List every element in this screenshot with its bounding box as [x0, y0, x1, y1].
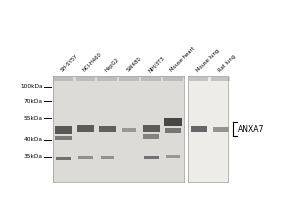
Text: NIH/3T3: NIH/3T3 [148, 55, 166, 73]
Bar [141, 77, 161, 81]
Bar [213, 127, 229, 132]
Bar [190, 126, 207, 132]
Bar [99, 126, 116, 132]
Text: 55kDa: 55kDa [24, 116, 43, 121]
Bar [143, 125, 160, 132]
Bar [52, 76, 184, 182]
Text: Mouse lung: Mouse lung [195, 48, 220, 73]
Bar [119, 77, 139, 81]
Bar [54, 77, 73, 81]
Text: Rat lung: Rat lung [217, 54, 236, 73]
Bar [211, 77, 230, 81]
Text: 100kDa: 100kDa [20, 84, 43, 89]
Text: 70kDa: 70kDa [24, 99, 43, 104]
Text: HepG2: HepG2 [104, 57, 120, 73]
Bar [100, 156, 114, 159]
Text: 35kDa: 35kDa [24, 154, 43, 159]
Bar [76, 77, 95, 81]
Bar [188, 76, 228, 182]
Bar [143, 134, 159, 139]
Text: 40kDa: 40kDa [24, 137, 43, 142]
Bar [122, 128, 136, 132]
Bar [167, 155, 180, 158]
Text: Mouse heart: Mouse heart [169, 46, 196, 73]
Bar [164, 118, 182, 126]
Bar [98, 77, 117, 81]
Bar [165, 128, 182, 133]
Bar [163, 77, 183, 81]
Bar [143, 156, 159, 159]
Text: SW480: SW480 [126, 56, 142, 73]
Bar [56, 157, 71, 160]
Bar [78, 156, 92, 159]
Bar [77, 125, 94, 132]
Text: ANXA7: ANXA7 [238, 124, 265, 134]
Bar [55, 136, 72, 140]
Bar [189, 77, 208, 81]
Text: SH-SY5Y: SH-SY5Y [60, 54, 79, 73]
Text: NCI-H460: NCI-H460 [82, 52, 103, 73]
Bar [55, 126, 72, 134]
